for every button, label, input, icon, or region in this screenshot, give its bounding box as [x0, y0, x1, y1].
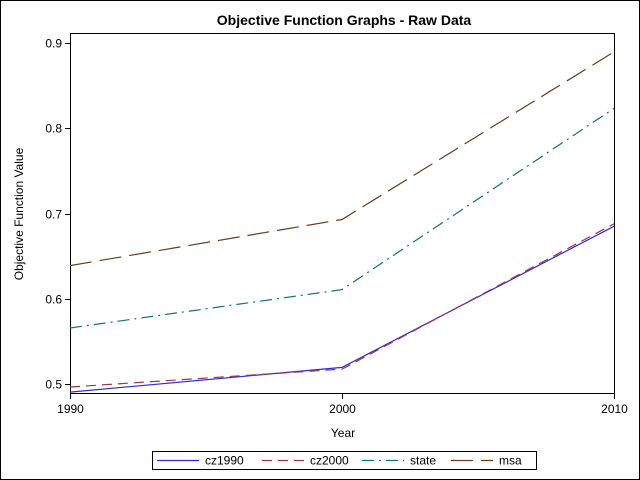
- y-tick-label: 0.8: [45, 122, 62, 136]
- chart-title: Objective Function Graphs - Raw Data: [217, 12, 472, 28]
- y-tick-label: 0.6: [45, 293, 62, 307]
- x-axis-label: Year: [331, 426, 355, 440]
- plot-layer: 0.5 0.6 0.7 0.8 0.9 1990 2000 2010: [45, 37, 628, 417]
- series-line-msa: [69, 51, 615, 267]
- x-tick-label: 2000: [329, 402, 356, 416]
- series-line-cz1990: [69, 225, 615, 393]
- y-axis-label: Objective Function Value: [12, 147, 26, 280]
- y-tick-label: 0.9: [45, 37, 62, 51]
- series-line-state: [69, 107, 615, 329]
- legend-label-msa: msa: [499, 454, 522, 468]
- x-tick-label: 1990: [57, 402, 84, 416]
- legend-label-state: state: [410, 454, 436, 468]
- legend: cz1990 cz2000 state msa: [152, 451, 537, 470]
- y-tick-label: 0.5: [45, 378, 62, 392]
- series-line-cz2000: [69, 223, 615, 388]
- legend-box: [152, 451, 537, 470]
- legend-label-cz2000: cz2000: [310, 454, 349, 468]
- x-tick-label: 2010: [601, 402, 628, 416]
- legend-label-cz1990: cz1990: [205, 454, 244, 468]
- y-tick-label: 0.7: [45, 208, 62, 222]
